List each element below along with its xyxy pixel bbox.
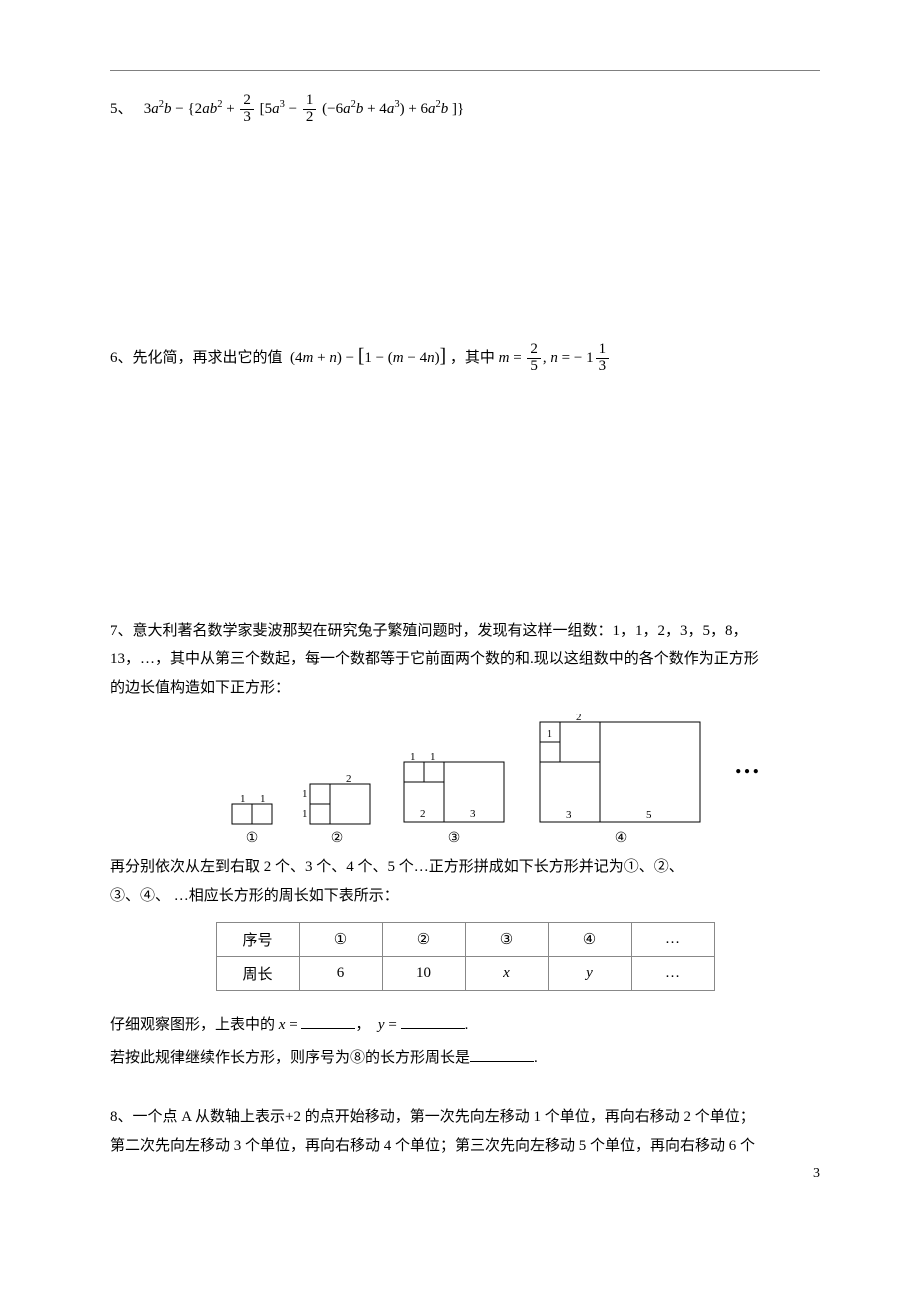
- frac-1-3: 13: [596, 342, 610, 375]
- svg-text:5: 5: [646, 809, 652, 821]
- q6-lead-text: 先化简，再求出它的值: [133, 350, 283, 366]
- q7-line2: 13，…，其中从第三个数起，每一个数都等于它前面两个数的和.现以这组数中的各个数…: [110, 651, 759, 667]
- figure-4: 1 2 3 5 ④: [536, 714, 706, 847]
- question-8: 8、一个点 A 从数轴上表示+2 的点开始移动，第一次先向左移动 1 个单位，再…: [110, 1103, 820, 1160]
- fibonacci-squares-row: 1 1 ① 1 1 2 ②: [230, 714, 820, 847]
- cell-x: x: [465, 957, 548, 991]
- fig1-svg: 1 1: [230, 790, 274, 826]
- th-sequence: 序号: [216, 923, 299, 957]
- cell-p5: …: [631, 957, 714, 991]
- q5-number: 5、: [110, 95, 133, 124]
- svg-text:1: 1: [260, 793, 266, 805]
- workspace-5: [110, 138, 820, 338]
- q7-after-line2: ③、④、 …相应长方形的周长如下表所示：: [110, 888, 399, 904]
- page-number: 3: [813, 1166, 820, 1182]
- fig2-label: ②: [331, 830, 344, 847]
- svg-text:2: 2: [346, 773, 352, 785]
- svg-text:1: 1: [410, 751, 416, 763]
- q7-fill-line-1: 仔细观察图形，上表中的 x = ， y = .: [110, 1009, 820, 1042]
- q7-after-line1: 再分别依次从左到右取 2 个、3 个、4 个、5 个…正方形拼成如下长方形并记为…: [110, 859, 684, 875]
- question-6: 6、先化简，再求出它的值 (4m + n) − [1 − (m − 4n)] ，…: [110, 338, 820, 375]
- frac-2-3: 23: [240, 93, 254, 126]
- perimeter-table: 序号 ① ② ③ ④ … 周长 6 10 x y …: [216, 922, 715, 991]
- th-perimeter: 周长: [216, 957, 299, 991]
- cell-c5: …: [631, 923, 714, 957]
- figure-2: 1 1 2 ②: [302, 770, 372, 847]
- frac-1-2: 12: [303, 93, 317, 126]
- blank-8: [470, 1046, 534, 1062]
- svg-text:2: 2: [420, 808, 426, 820]
- cell-p1: 6: [299, 957, 382, 991]
- header-rule: [110, 70, 820, 71]
- cell-p2: 10: [382, 957, 465, 991]
- svg-text:1: 1: [547, 729, 552, 740]
- figure-3: 1 1 2 3 ③: [400, 750, 508, 847]
- table-row: 周长 6 10 x y …: [216, 957, 714, 991]
- svg-text:1: 1: [240, 793, 246, 805]
- fig3-svg: 1 1 2 3: [400, 750, 508, 826]
- svg-text:1: 1: [302, 788, 308, 800]
- svg-text:1: 1: [302, 808, 308, 820]
- cell-c2: ②: [382, 923, 465, 957]
- page: 5、 3a2b − {2ab2 + 23 [5a3 − 12 (−6a2b + …: [0, 0, 920, 1202]
- question-5: 5、 3a2b − {2ab2 + 23 [5a3 − 12 (−6a2b + …: [110, 93, 820, 126]
- fig4-svg: 1 2 3 5: [536, 714, 706, 826]
- cell-c4: ④: [548, 923, 631, 957]
- q7-fill-line-2: 若按此规律继续作长方形，则序号为⑧的长方形周长是.: [110, 1042, 820, 1075]
- cell-c1: ①: [299, 923, 382, 957]
- q7-after-figures: 再分别依次从左到右取 2 个、3 个、4 个、5 个…正方形拼成如下长方形并记为…: [110, 853, 820, 910]
- frac-2-5: 25: [527, 342, 541, 375]
- fig1-label: ①: [246, 830, 259, 847]
- figure-1: 1 1 ①: [230, 790, 274, 847]
- fig4-label: ④: [615, 830, 628, 847]
- blank-y: [401, 1013, 465, 1029]
- svg-text:3: 3: [566, 809, 572, 821]
- q6-values: m = 25, n = − 113: [499, 350, 612, 366]
- fig3-label: ③: [448, 830, 461, 847]
- cell-y: y: [548, 957, 631, 991]
- q8-line1: 一个点 A 从数轴上表示+2 的点开始移动，第一次先向左移动 1 个单位，再向右…: [133, 1109, 755, 1125]
- ellipsis-icon: …: [734, 750, 762, 780]
- fig2-svg: 1 1 2: [302, 770, 372, 826]
- workspace-6: [110, 387, 820, 617]
- q7-line3: 的边长值构造如下正方形：: [110, 680, 290, 696]
- q7-line1: 意大利著名数学家斐波那契在研究兔子繁殖问题时，发现有这样一组数：1，1，2，3，…: [133, 623, 748, 639]
- table-row: 序号 ① ② ③ ④ …: [216, 923, 714, 957]
- svg-text:2: 2: [576, 714, 582, 723]
- q8-number: 8、: [110, 1103, 133, 1132]
- q8-line2: 第二次先向左移动 3 个单位，再向右移动 4 个单位；第三次先向左移动 5 个单…: [110, 1138, 755, 1154]
- q5-expression: 3a2b − {2ab2 + 23 [5a3 − 12 (−6a2b + 4a3…: [144, 101, 464, 117]
- svg-text:1: 1: [430, 751, 436, 763]
- spacer: [110, 1075, 820, 1103]
- blank-x: [301, 1013, 355, 1029]
- svg-text:3: 3: [470, 808, 476, 820]
- q6-number: 6、: [110, 344, 133, 373]
- q6-expression: (4m + n) − [1 − (m − 4n)]: [290, 350, 450, 366]
- cell-c3: ③: [465, 923, 548, 957]
- q7-number: 7、: [110, 617, 133, 646]
- question-7: 7、意大利著名数学家斐波那契在研究兔子繁殖问题时，发现有这样一组数：1，1，2，…: [110, 617, 820, 703]
